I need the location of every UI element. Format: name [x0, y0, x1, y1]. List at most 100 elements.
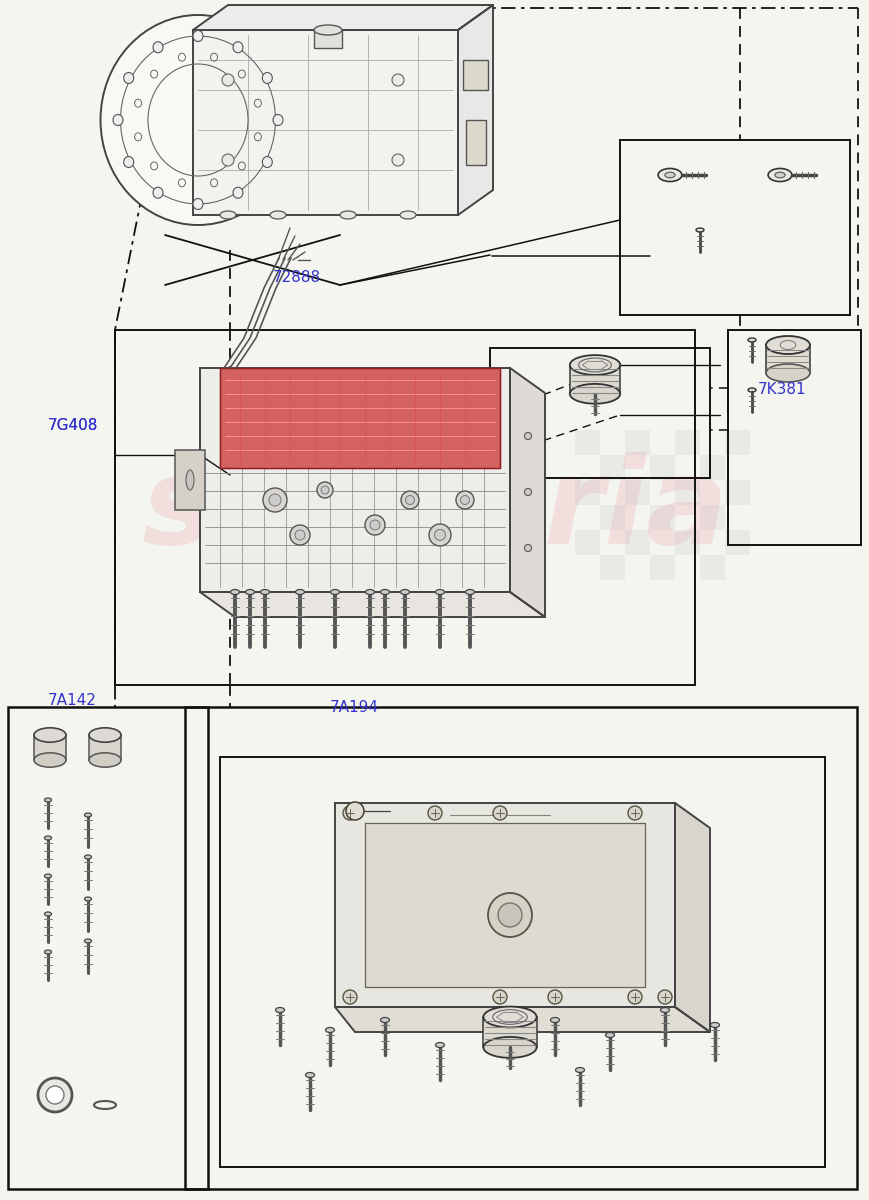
Bar — [600, 455, 624, 480]
Polygon shape — [509, 368, 544, 617]
Circle shape — [547, 990, 561, 1004]
Text: 7G408: 7G408 — [48, 418, 98, 433]
Bar — [314, 30, 342, 48]
Ellipse shape — [365, 589, 374, 594]
Ellipse shape — [657, 168, 681, 181]
Bar — [674, 430, 700, 455]
Polygon shape — [335, 803, 674, 1007]
Ellipse shape — [524, 545, 531, 552]
Circle shape — [222, 154, 234, 166]
Ellipse shape — [220, 211, 235, 218]
Ellipse shape — [325, 1027, 334, 1032]
Ellipse shape — [84, 814, 91, 817]
Ellipse shape — [569, 355, 620, 374]
Circle shape — [455, 491, 474, 509]
Bar — [574, 530, 600, 554]
Ellipse shape — [275, 1008, 284, 1013]
Bar — [700, 554, 724, 580]
Ellipse shape — [84, 938, 91, 943]
Bar — [574, 430, 600, 455]
Ellipse shape — [123, 156, 134, 168]
Circle shape — [392, 74, 403, 86]
Bar — [724, 530, 749, 554]
Circle shape — [488, 893, 531, 937]
Ellipse shape — [765, 336, 809, 354]
Ellipse shape — [550, 1018, 559, 1022]
Ellipse shape — [524, 432, 531, 439]
Circle shape — [46, 1086, 64, 1104]
Bar — [185, 707, 856, 1189]
Bar — [89, 734, 121, 760]
Circle shape — [392, 154, 403, 166]
Circle shape — [262, 488, 287, 512]
Ellipse shape — [483, 1007, 536, 1027]
Ellipse shape — [524, 488, 531, 496]
Ellipse shape — [605, 1032, 614, 1038]
Circle shape — [289, 526, 309, 545]
Circle shape — [342, 990, 356, 1004]
Bar — [574, 480, 600, 505]
Ellipse shape — [465, 589, 474, 594]
Ellipse shape — [44, 950, 51, 954]
Ellipse shape — [230, 589, 239, 594]
Bar — [600, 554, 624, 580]
Bar — [724, 480, 749, 505]
Circle shape — [627, 990, 641, 1004]
Ellipse shape — [400, 211, 415, 218]
Ellipse shape — [44, 912, 51, 916]
Circle shape — [369, 520, 380, 530]
Bar — [624, 530, 649, 554]
Bar — [674, 530, 700, 554]
Bar — [649, 554, 674, 580]
Ellipse shape — [233, 42, 242, 53]
Ellipse shape — [305, 1073, 314, 1078]
Circle shape — [401, 491, 419, 509]
Ellipse shape — [84, 854, 91, 859]
Bar — [193, 30, 457, 215]
Circle shape — [38, 1078, 72, 1112]
Circle shape — [342, 806, 356, 820]
Polygon shape — [365, 823, 644, 986]
Circle shape — [428, 524, 450, 546]
Circle shape — [627, 806, 641, 820]
Circle shape — [434, 529, 445, 540]
Ellipse shape — [340, 211, 355, 218]
Bar — [724, 430, 749, 455]
Bar — [34, 734, 66, 760]
Circle shape — [365, 515, 385, 535]
Polygon shape — [674, 803, 709, 1032]
Ellipse shape — [765, 364, 809, 382]
Ellipse shape — [269, 211, 286, 218]
Circle shape — [222, 74, 234, 86]
Text: 7A194: 7A194 — [329, 700, 379, 715]
Ellipse shape — [747, 338, 755, 342]
Ellipse shape — [660, 1008, 669, 1013]
Ellipse shape — [233, 187, 242, 198]
Bar — [600, 505, 624, 530]
Bar — [115, 330, 694, 685]
Polygon shape — [457, 5, 493, 215]
Ellipse shape — [245, 589, 255, 594]
Circle shape — [460, 496, 469, 504]
Ellipse shape — [34, 727, 66, 742]
Ellipse shape — [435, 589, 444, 594]
Ellipse shape — [193, 198, 202, 210]
Circle shape — [497, 902, 521, 926]
Ellipse shape — [101, 14, 295, 226]
Polygon shape — [200, 592, 544, 617]
Ellipse shape — [193, 30, 202, 42]
Ellipse shape — [664, 172, 674, 178]
Text: 7G408: 7G408 — [48, 418, 98, 433]
Circle shape — [316, 482, 333, 498]
Bar — [175, 450, 205, 510]
Circle shape — [493, 806, 507, 820]
Ellipse shape — [44, 874, 51, 878]
Ellipse shape — [89, 727, 121, 742]
Bar — [569, 365, 620, 394]
Bar — [624, 430, 649, 455]
Ellipse shape — [153, 187, 163, 198]
Bar — [8, 707, 208, 1189]
Ellipse shape — [435, 1043, 444, 1048]
Circle shape — [428, 806, 441, 820]
Bar — [649, 505, 674, 530]
